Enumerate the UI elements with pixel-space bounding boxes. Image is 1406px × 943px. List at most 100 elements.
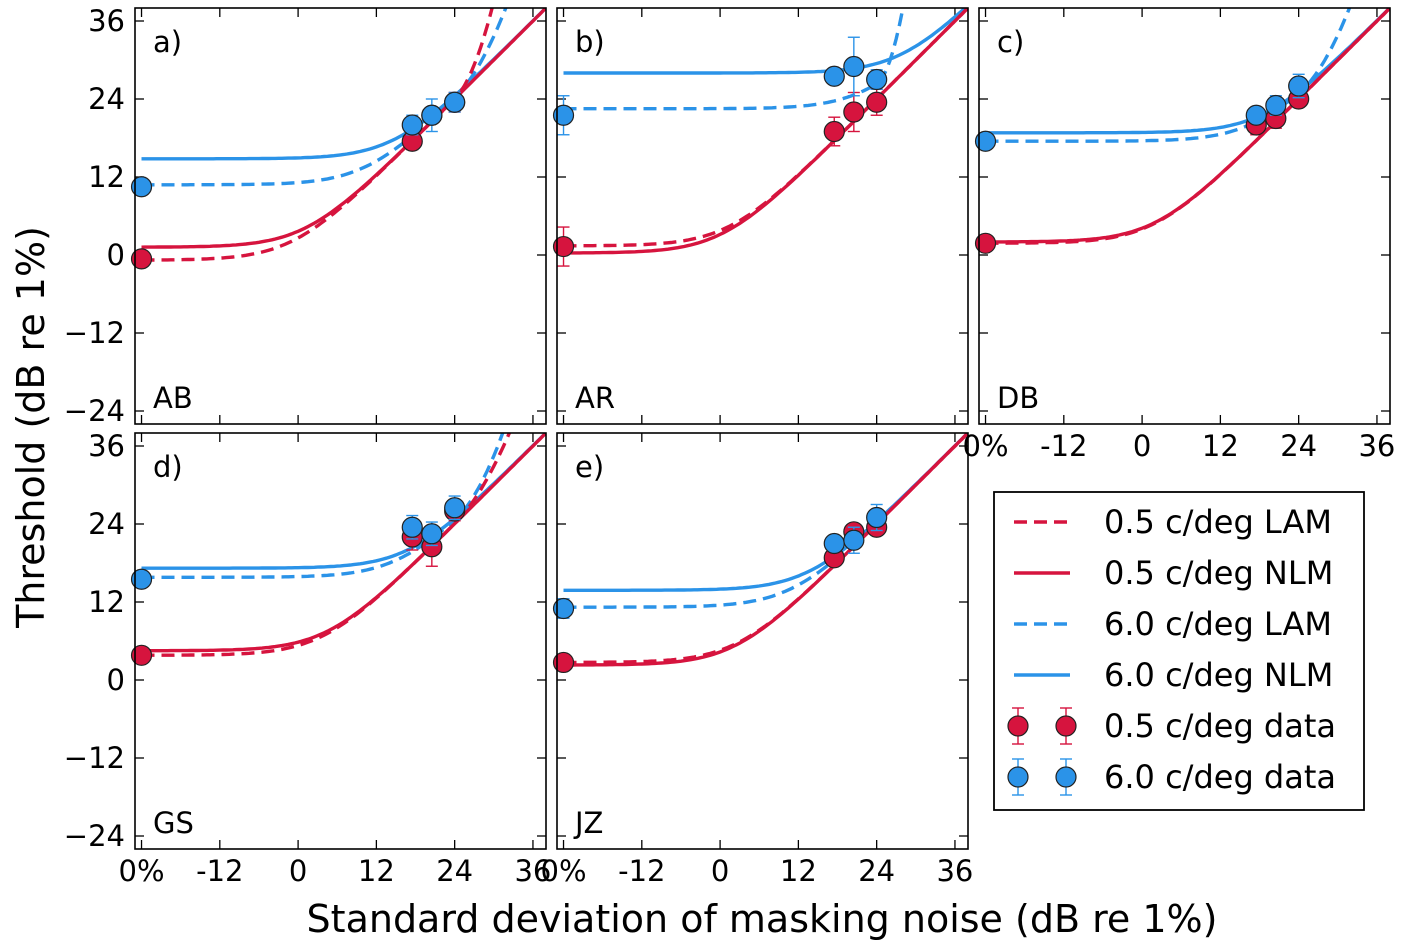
legend-marker xyxy=(1055,715,1077,737)
series-0.5-lam xyxy=(985,8,1390,245)
legend-entry: 0.5 c/deg NLM xyxy=(1014,554,1333,592)
x-tick-label: 12 xyxy=(1202,429,1239,463)
panels: −24 −12 0 12 24 36 a) AB b) AR 0% -12 0 12 24 36 c) DB −24… xyxy=(64,4,1396,888)
panel-frame xyxy=(134,432,547,850)
x-tick-label: 12 xyxy=(358,854,395,888)
data-0.5-point xyxy=(552,235,575,258)
data-0.5-point xyxy=(843,101,865,123)
data-6.0-point xyxy=(974,130,997,152)
panel-letter: e) xyxy=(575,450,604,484)
series-0.5-nlm xyxy=(141,433,546,653)
data-6.0-point xyxy=(866,68,888,91)
series-6.0-nlm xyxy=(141,8,546,161)
data-0.5-point xyxy=(823,120,845,143)
panel-letter: a) xyxy=(153,25,182,59)
data-6.0-point xyxy=(444,91,466,113)
model-curves xyxy=(985,8,1390,245)
model-curves xyxy=(563,433,968,667)
legend-box xyxy=(993,491,1365,811)
legend: 0.5 c/deg LAM 0.5 c/deg NLM 6.0 c/deg LAM 6… xyxy=(993,491,1365,811)
y-tick-label: 36 xyxy=(88,429,125,463)
data-6.0-point xyxy=(823,65,845,87)
data-6.0-point xyxy=(130,568,153,590)
y-tick-label: 24 xyxy=(88,82,125,116)
panel-letter: b) xyxy=(575,25,605,59)
legend-marker xyxy=(1007,715,1029,737)
x-tick-label: 0 xyxy=(711,854,729,888)
data-6.0-point xyxy=(401,114,423,136)
panel-frame xyxy=(134,7,547,425)
legend-label: 0.5 c/deg data xyxy=(1104,707,1336,745)
x-tick-label: 36 xyxy=(514,854,551,888)
panel-db: 0% -12 0 12 24 36 c) DB xyxy=(963,7,1395,463)
x-tick-label: 0% xyxy=(963,429,1009,463)
data-6.0-point xyxy=(401,516,423,538)
legend-entry: 6.0 c/deg NLM xyxy=(1014,656,1333,694)
x-tick-label: -12 xyxy=(1040,429,1087,463)
y-tick-label: −24 xyxy=(64,394,125,428)
data-6.0-point xyxy=(843,529,865,551)
legend-entry: 6.0 c/deg LAM xyxy=(1014,605,1332,643)
series-0.5-nlm xyxy=(141,8,546,249)
data-6.0-point xyxy=(552,104,575,126)
series-6.0-nlm xyxy=(563,8,968,75)
series-6.0-lam xyxy=(985,8,1352,143)
series-6.0-nlm xyxy=(141,433,546,570)
x-tick-label: 24 xyxy=(436,854,473,888)
series-0.5-lam xyxy=(563,433,968,665)
model-curves xyxy=(141,8,546,262)
x-tick-label: 0 xyxy=(1133,429,1151,463)
model-curves xyxy=(563,8,968,255)
data-6.0-point xyxy=(444,497,466,519)
y-tick-label: 0 xyxy=(107,238,125,272)
series-0.5-nlm xyxy=(985,8,1390,244)
data-6.0-point xyxy=(1288,75,1310,97)
model-curves xyxy=(141,433,546,657)
x-tick-label: 24 xyxy=(1280,429,1317,463)
y-tick-label: −24 xyxy=(64,819,125,853)
y-axis-label: Threshold (dB re 1%) xyxy=(9,226,53,629)
y-tick-label: 0 xyxy=(107,663,125,697)
legend-marker xyxy=(1007,766,1029,788)
data-6.0-point xyxy=(421,523,443,545)
x-tick-label: 24 xyxy=(858,854,895,888)
y-tick-label: 12 xyxy=(88,585,125,619)
panel-observer: JZ xyxy=(573,806,603,840)
series-6.0-lam xyxy=(141,8,508,187)
legend-label: 0.5 c/deg NLM xyxy=(1104,554,1333,592)
series-0.5-lam xyxy=(563,8,968,248)
series-0.5-nlm xyxy=(563,8,968,255)
panel-observer: GS xyxy=(153,806,194,840)
x-tick-label: 12 xyxy=(780,854,817,888)
data-6.0-point xyxy=(130,176,153,198)
x-tick-label: 0% xyxy=(119,854,165,888)
panel-frame xyxy=(556,432,969,850)
series-6.0-lam xyxy=(563,8,905,111)
panel-observer: AR xyxy=(575,381,615,415)
x-tick-label: -12 xyxy=(618,854,665,888)
panel-ar: b) AR xyxy=(552,7,969,425)
panel-frame xyxy=(556,7,969,425)
legend-marker xyxy=(1055,766,1077,788)
data-6.0-point xyxy=(843,55,865,78)
legend-entry: 0.5 c/deg LAM xyxy=(1014,503,1332,541)
panel-frame xyxy=(978,7,1391,425)
series-6.0-lam xyxy=(563,433,968,609)
legend-label: 6.0 c/deg LAM xyxy=(1104,605,1332,643)
panel-observer: DB xyxy=(997,381,1039,415)
panel-gs: −24 −12 0 12 24 36 0% -12 0 12 24 36 d) GS xyxy=(64,429,552,888)
data-6.0-point xyxy=(1265,94,1287,117)
data-0.5-point xyxy=(552,651,575,674)
data-6.0-point xyxy=(421,104,443,126)
x-tick-label: 36 xyxy=(936,854,973,888)
series-6.0-nlm xyxy=(985,8,1390,135)
data-0.5-point xyxy=(130,644,153,666)
x-tick-label: -12 xyxy=(196,854,243,888)
legend-label: 6.0 c/deg data xyxy=(1104,758,1336,796)
data-0.5-point xyxy=(866,91,888,113)
data-6.0-point xyxy=(1245,104,1267,126)
legend-entry: 0.5 c/deg data xyxy=(1007,707,1336,745)
legend-label: 6.0 c/deg NLM xyxy=(1104,656,1333,694)
series-0.5-nlm xyxy=(563,433,968,667)
